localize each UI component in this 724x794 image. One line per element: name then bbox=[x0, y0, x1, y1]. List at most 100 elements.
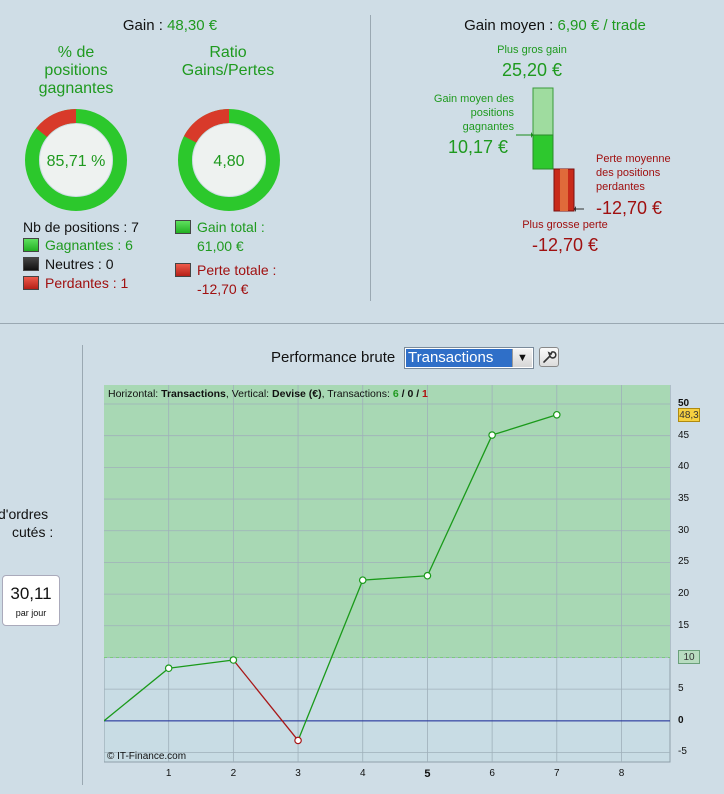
avg-gain-summary: Gain moyen : 6,90 € / trade bbox=[430, 17, 680, 34]
y-tick-label: 40 bbox=[678, 461, 690, 473]
avg-win-arrowhead-icon bbox=[531, 132, 533, 138]
curve-segment-down bbox=[232, 659, 299, 741]
ring2-donut: 4,80 bbox=[178, 109, 280, 211]
panel-divider bbox=[370, 15, 371, 301]
ring1-title-line: positions bbox=[44, 62, 108, 79]
losers-count: Perdantes : 1 bbox=[45, 275, 129, 291]
performance-select-value: Transactions bbox=[406, 349, 512, 367]
chart-header-h-label: Horizontal: bbox=[108, 388, 158, 400]
last-value-tag: 48,3 bbox=[678, 407, 700, 422]
chart-header: Horizontal: Transactions, Vertical: Devi… bbox=[108, 388, 428, 400]
threshold-tag: 10 bbox=[678, 650, 700, 665]
avg-loss-arrowhead-icon bbox=[574, 206, 576, 212]
worst-loss-label: Plus grosse perte bbox=[522, 219, 608, 231]
chart-header-loss: 1 bbox=[422, 388, 428, 400]
curve-segment-up bbox=[297, 579, 364, 741]
ring2-title-line: Gains/Pertes bbox=[181, 62, 275, 79]
avg-loss-label-line: des positions bbox=[596, 167, 661, 179]
curve-segment-up bbox=[168, 659, 234, 669]
x-tick-label: 1 bbox=[165, 768, 172, 779]
avg-win-value: 10,17 € bbox=[448, 137, 509, 157]
y-tick-label: 5 bbox=[678, 683, 684, 695]
losers-swatch-icon bbox=[23, 276, 39, 290]
ring1-loss-arc bbox=[36, 109, 77, 138]
curve-segment-up bbox=[426, 434, 493, 576]
curve-point bbox=[294, 736, 302, 745]
chart-header-v-value: Devise (€) bbox=[272, 388, 322, 400]
avg-loss-label-line: perdantes bbox=[596, 181, 645, 193]
gain-label: Gain : bbox=[122, 17, 163, 34]
chart-header-h-value: Transactions bbox=[161, 388, 226, 400]
curve-segment-up bbox=[362, 575, 428, 581]
avg-gain-value: 6,90 € / trade bbox=[557, 17, 646, 34]
avg-win-label: Gain moyen des positions gagnantes bbox=[418, 92, 514, 134]
bottom-divider bbox=[82, 345, 83, 785]
orders-per-day-unit: par jour bbox=[15, 608, 47, 618]
avg-win-label-line: Gain moyen des bbox=[433, 93, 514, 105]
y-tick-label: -5 bbox=[678, 746, 687, 758]
equity-curve bbox=[104, 414, 557, 741]
positive-zone bbox=[104, 385, 670, 658]
chart-header-sep: / bbox=[413, 388, 422, 400]
neutral-count: Neutres : 0 bbox=[45, 256, 114, 272]
curve-point bbox=[164, 664, 173, 673]
chart-header-t-label: , Transactions: bbox=[322, 388, 390, 400]
orders-label-line: d'ordres bbox=[0, 506, 49, 522]
curve-segment-up bbox=[104, 667, 170, 722]
performance-chart[interactable]: Horizontal: Transactions, Vertical: Devi… bbox=[104, 385, 674, 765]
loss-total-swatch-icon bbox=[175, 263, 191, 277]
avg-win-label-line: positions bbox=[470, 107, 514, 119]
orders-per-day-value: 30,11 bbox=[10, 584, 52, 603]
positions-count: Nb de positions : 7 bbox=[23, 219, 139, 235]
gain-summary: Gain : 48,30 € bbox=[60, 17, 280, 34]
gain-value: 48,30 € bbox=[167, 17, 218, 34]
dropdown-arrow-icon[interactable]: ▼ bbox=[512, 349, 532, 367]
x-tick-label: 8 bbox=[618, 768, 625, 779]
equity-points bbox=[164, 410, 561, 745]
y-tick-label: 15 bbox=[678, 619, 690, 631]
wrench-settings-button[interactable] bbox=[539, 347, 559, 367]
x-tick-label: 2 bbox=[230, 768, 237, 779]
y-tick-label: 35 bbox=[678, 493, 690, 505]
best-gain-label: Plus gros gain bbox=[497, 44, 567, 56]
curve-point bbox=[423, 571, 432, 580]
y-tick-label: 20 bbox=[678, 588, 690, 600]
chart-header-sep: / bbox=[399, 388, 408, 400]
chart-header-win: 6 bbox=[393, 388, 399, 400]
performance-select[interactable]: Transactions ▼ bbox=[404, 347, 534, 369]
performance-label: Performance brute bbox=[271, 349, 396, 366]
best-gain-value: 25,20 € bbox=[501, 60, 563, 80]
chart-header-v-label: , Vertical: bbox=[226, 388, 269, 400]
x-tick-label: 3 bbox=[295, 768, 301, 779]
avg-bar-graphic bbox=[516, 87, 584, 212]
loss-total-label: Perte totale : bbox=[197, 262, 277, 278]
y-tick-label: 45 bbox=[678, 429, 690, 441]
curve-point bbox=[552, 410, 561, 419]
gain-total-label: Gain total : bbox=[197, 219, 265, 235]
avg-loss-highlight bbox=[560, 169, 568, 211]
y-axis: -5 0 5 10 15 20 25 30 35 40 45 50 bbox=[674, 385, 724, 765]
section-divider bbox=[0, 323, 724, 324]
curve-point bbox=[229, 656, 238, 664]
curve-point bbox=[358, 576, 367, 584]
y-tick-label: 50 bbox=[678, 398, 690, 409]
ring1-title-line: gagnantes bbox=[38, 80, 114, 97]
x-tick-label: 5 bbox=[424, 768, 431, 780]
curve-segment-up bbox=[491, 414, 557, 436]
ring2-title: Ratio Gains/Pertes bbox=[168, 44, 288, 80]
ring1-donut: 85,71 % bbox=[25, 109, 127, 211]
orders-label-line: cutés : bbox=[12, 524, 54, 540]
worst-loss-value: -12,70 € bbox=[531, 235, 599, 255]
x-axis: 1 2 3 4 5 6 7 8 bbox=[104, 768, 674, 788]
wrench-icon bbox=[543, 351, 557, 363]
copyright-text: © IT-Finance.com bbox=[107, 751, 186, 762]
avg-gain-label: Gain moyen : bbox=[464, 17, 554, 34]
x-tick-label: 6 bbox=[489, 768, 495, 779]
winners-swatch-icon bbox=[23, 238, 39, 252]
avg-loss-label-line: Perte moyenne bbox=[596, 153, 671, 165]
ring1-title: % de positions gagnantes bbox=[16, 44, 136, 98]
avg-win-label-line: gagnantes bbox=[462, 121, 514, 133]
x-tick-label: 7 bbox=[554, 768, 560, 779]
avg-loss-label: Perte moyenne des positions perdantes bbox=[596, 152, 696, 194]
x-tick-label: 4 bbox=[359, 768, 366, 779]
